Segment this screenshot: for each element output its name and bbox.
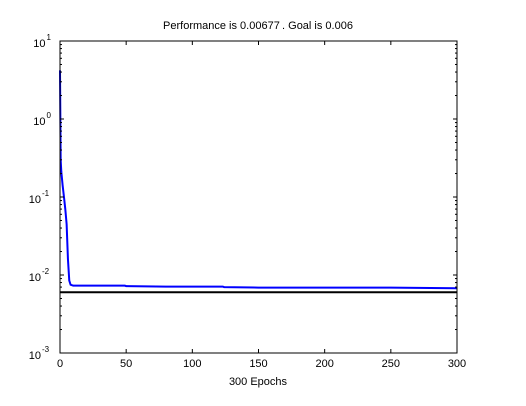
y-tick-label-exponent: 1 — [47, 33, 52, 42]
x-tick-label: 300 — [448, 358, 466, 370]
x-tick-label: 250 — [382, 358, 400, 370]
y-tick-label-exponent: -2 — [42, 267, 50, 276]
x-tick-label: 100 — [183, 358, 201, 370]
y-tick-label-base: 10 — [29, 272, 41, 284]
y-tick-label-exponent: -1 — [42, 189, 50, 198]
plot-content — [59, 70, 458, 294]
y-tick-label-base: 10 — [29, 350, 41, 362]
performance-series-line — [59, 70, 458, 290]
x-tick-label: 0 — [57, 358, 63, 370]
x-tick-label: 200 — [315, 358, 333, 370]
x-tick-label: 150 — [249, 358, 267, 370]
y-tick-label-base: 10 — [29, 194, 41, 206]
plot-background — [60, 41, 457, 353]
y-tick-label-base: 10 — [33, 38, 45, 50]
axis-ticks — [59, 40, 458, 354]
y-tick-label-exponent: 0 — [47, 111, 52, 120]
x-axis-label: 300 Epochs — [229, 376, 288, 388]
y-tick-label-base: 10 — [33, 116, 45, 128]
x-tick-labels: 0 50 100 150 200 250 300 — [57, 358, 466, 370]
chart-title: Performance is 0.00677 . Goal is 0.006 — [163, 20, 353, 32]
y-tick-label-exponent: -3 — [42, 345, 50, 354]
x-tick-label: 50 — [120, 358, 132, 370]
